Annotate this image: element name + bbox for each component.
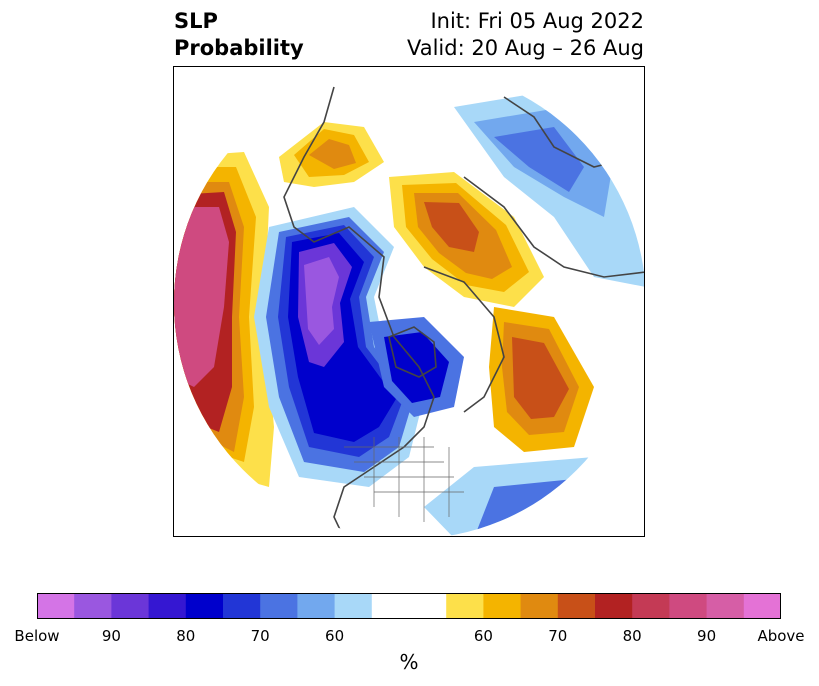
colorbar-tick-label: 60 bbox=[325, 627, 345, 645]
anomaly-europe-above bbox=[279, 122, 384, 187]
colorbar-tick-label: 80 bbox=[622, 627, 642, 645]
anomaly-western-canada-below bbox=[254, 207, 424, 487]
coastlines bbox=[283, 86, 644, 536]
map-panel bbox=[173, 66, 645, 537]
colorbar-swatch bbox=[557, 593, 596, 619]
colorbar-units: % bbox=[399, 650, 419, 674]
colorbar-swatch bbox=[371, 593, 410, 619]
colorbar-tick-label: 90 bbox=[101, 627, 121, 645]
anomaly-russia-above bbox=[389, 172, 544, 307]
us-state-borders bbox=[344, 437, 464, 522]
title-line-2: Probability bbox=[174, 36, 304, 60]
chart-title: SLP Probability bbox=[174, 8, 304, 62]
anomaly-north-pacific-above bbox=[174, 152, 274, 487]
colorbar-swatch bbox=[260, 593, 298, 619]
colorbar-swatch bbox=[520, 593, 559, 619]
colorbar-swatch bbox=[743, 593, 781, 619]
colorbar-swatch bbox=[409, 593, 447, 619]
date-info: Init: Fri 05 Aug 2022 Valid: 20 Aug – 26… bbox=[407, 8, 644, 62]
colorbar-swatch bbox=[148, 593, 187, 619]
colorbar-swatch bbox=[111, 593, 150, 619]
colorbar-swatch bbox=[669, 593, 708, 619]
colorbar-swatch bbox=[334, 593, 373, 619]
colorbar-tick-label: Below bbox=[14, 627, 60, 645]
colorbar-swatch bbox=[706, 593, 745, 619]
colorbar-tick-label: 80 bbox=[176, 627, 196, 645]
colorbar-tick-label: 70 bbox=[548, 627, 568, 645]
colorbar-tick-label: Above bbox=[757, 627, 805, 645]
anomaly-north-atlantic-below bbox=[369, 317, 464, 417]
colorbar-tick-label: 90 bbox=[697, 627, 717, 645]
valid-range: Valid: 20 Aug – 26 Aug bbox=[406, 36, 644, 60]
colorbar-swatch bbox=[595, 593, 633, 619]
colorbar-swatch bbox=[632, 593, 670, 619]
colorbar-swatch bbox=[37, 593, 75, 619]
colorbar-border bbox=[37, 593, 781, 619]
colorbar-tick-label: 60 bbox=[473, 627, 493, 645]
colorbar-swatch bbox=[223, 593, 261, 619]
probability-map bbox=[174, 67, 644, 536]
colorbar bbox=[37, 593, 781, 619]
colorbar-tick-label: 70 bbox=[250, 627, 270, 645]
colorbar-swatch bbox=[446, 593, 484, 619]
colorbar-swatch bbox=[185, 593, 224, 619]
title-line-1: SLP bbox=[174, 9, 218, 33]
colorbar-swatch bbox=[74, 593, 112, 619]
init-date: Init: Fri 05 Aug 2022 bbox=[430, 9, 644, 33]
anomaly-atlantic-above bbox=[489, 307, 594, 452]
colorbar-swatch bbox=[483, 593, 522, 619]
colorbar-swatch bbox=[297, 593, 336, 619]
